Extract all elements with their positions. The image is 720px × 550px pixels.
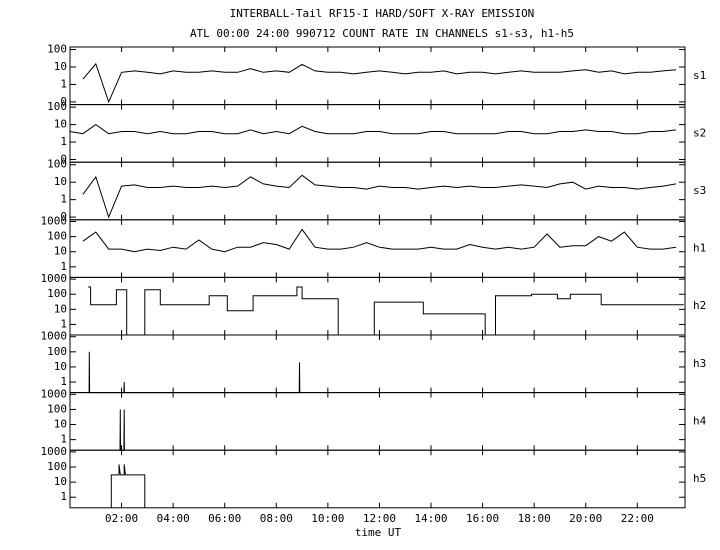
panel-label: h4 bbox=[693, 414, 707, 427]
y-tick-label: 100 bbox=[47, 460, 67, 473]
y-tick-label: 100 bbox=[47, 287, 67, 300]
y-tick-label: 0 bbox=[60, 210, 67, 223]
y-tick-label: 1000 bbox=[41, 215, 68, 228]
y-tick-label: 1000 bbox=[41, 272, 68, 285]
data-line bbox=[69, 123, 677, 135]
y-tick-label: 10 bbox=[54, 418, 67, 431]
chart-title: INTERBALL-Tail RF15-I HARD/SOFT X-RAY EM… bbox=[230, 7, 535, 20]
panel-frame bbox=[69, 161, 686, 221]
x-tick-label: 12:00 bbox=[363, 512, 396, 525]
y-tick-label: 1 bbox=[60, 193, 67, 206]
panel-frame bbox=[69, 392, 686, 451]
panel-frame bbox=[69, 334, 686, 394]
panel-frame bbox=[69, 104, 686, 163]
chart-subtitle: ATL 00:00 24:00 990712 COUNT RATE IN CHA… bbox=[190, 27, 574, 40]
y-tick-label: 1000 bbox=[41, 330, 68, 343]
y-tick-label: 100 bbox=[47, 158, 67, 171]
y-tick-label: 10 bbox=[54, 60, 67, 73]
y-tick-label: 100 bbox=[47, 43, 67, 56]
x-tick-label: 02:00 bbox=[105, 512, 138, 525]
x-axis-label: time UT bbox=[355, 526, 402, 539]
x-tick-label: 18:00 bbox=[518, 512, 551, 525]
x-tick-label: 14:00 bbox=[414, 512, 447, 525]
y-tick-label: 1000 bbox=[41, 445, 68, 458]
x-tick-label: 16:00 bbox=[466, 512, 499, 525]
y-tick-label: 1000 bbox=[41, 387, 68, 400]
y-tick-label: 100 bbox=[47, 345, 67, 358]
data-line bbox=[119, 409, 125, 451]
y-tick-label: 1 bbox=[60, 433, 67, 446]
y-tick-label: 1 bbox=[60, 490, 67, 503]
y-tick-label: 100 bbox=[47, 402, 67, 415]
y-tick-label: 100 bbox=[47, 100, 67, 113]
data-line bbox=[110, 464, 146, 508]
panel-frame bbox=[69, 276, 686, 336]
x-tick-label: 04:00 bbox=[157, 512, 190, 525]
y-tick-label: 1 bbox=[60, 77, 67, 90]
y-tick-label: 0 bbox=[60, 152, 67, 165]
y-tick-label: 100 bbox=[47, 230, 67, 243]
panel-frame bbox=[69, 449, 686, 509]
data-line bbox=[82, 228, 677, 253]
y-tick-label: 10 bbox=[54, 475, 67, 488]
panel-label: h3 bbox=[693, 357, 706, 370]
y-tick-label: 10 bbox=[54, 360, 67, 373]
y-tick-label: 10 bbox=[54, 175, 67, 188]
data-line bbox=[88, 286, 684, 336]
data-line bbox=[82, 174, 677, 219]
data-line bbox=[82, 62, 677, 104]
y-tick-label: 10 bbox=[54, 118, 67, 131]
x-tick-label: 06:00 bbox=[208, 512, 241, 525]
y-tick-label: 1 bbox=[60, 260, 67, 273]
y-tick-label: 1 bbox=[60, 317, 67, 330]
panel-frame bbox=[69, 46, 686, 106]
panel-label: h5 bbox=[693, 472, 706, 485]
panel-label: s3 bbox=[693, 184, 706, 197]
panel-label: h2 bbox=[693, 299, 706, 312]
y-tick-label: 10 bbox=[54, 245, 67, 258]
panel-label: s2 bbox=[693, 126, 706, 139]
x-tick-label: 20:00 bbox=[569, 512, 602, 525]
panel-frame bbox=[69, 219, 686, 278]
y-tick-label: 1 bbox=[60, 375, 67, 388]
y-tick-label: 10 bbox=[54, 302, 67, 315]
x-tick-label: 22:00 bbox=[621, 512, 654, 525]
panel-label: h1 bbox=[693, 242, 706, 255]
y-tick-label: 0 bbox=[60, 95, 67, 108]
data-line bbox=[88, 351, 301, 394]
x-tick-label: 08:00 bbox=[260, 512, 293, 525]
y-tick-label: 1 bbox=[60, 135, 67, 148]
panel-label: s1 bbox=[693, 69, 706, 82]
x-tick-label: 10:00 bbox=[311, 512, 344, 525]
